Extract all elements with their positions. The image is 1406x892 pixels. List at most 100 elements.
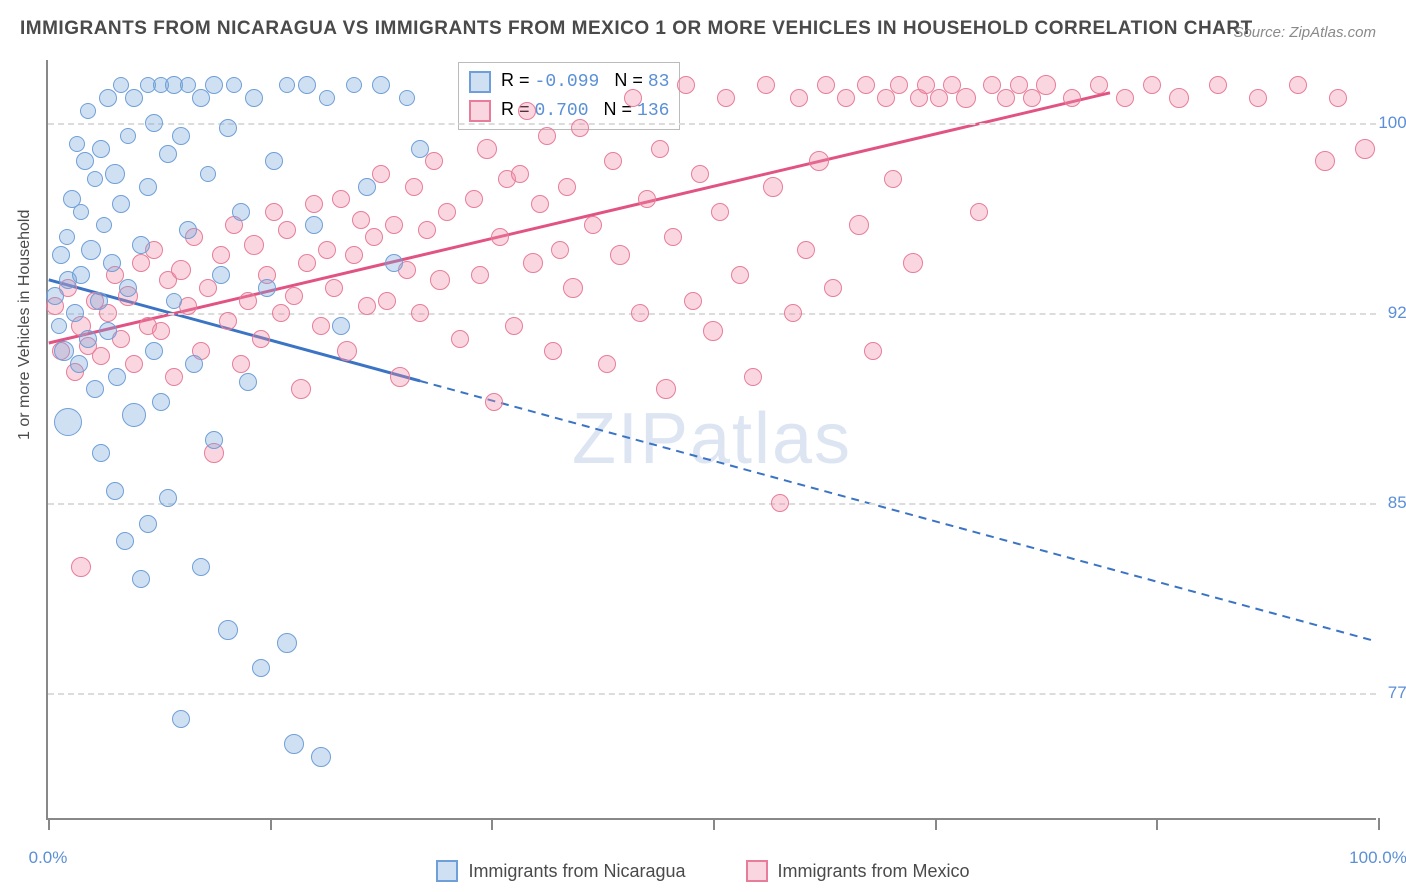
point-nicaragua [51,318,67,334]
point-mexico [763,177,783,197]
point-mexico [405,178,423,196]
point-mexico [278,221,296,239]
legend-label-a: Immigrants from Nicaragua [468,861,685,882]
point-nicaragua [139,178,157,196]
point-mexico [757,76,775,94]
point-nicaragua [106,482,124,500]
point-mexico [890,76,908,94]
point-mexico [809,151,829,171]
point-mexico [1116,89,1134,107]
point-mexico [252,330,270,348]
point-mexico [563,278,583,298]
point-nicaragua [346,77,362,93]
point-nicaragua [92,140,110,158]
legend-swatch-a [436,860,458,882]
point-nicaragua [99,89,117,107]
point-nicaragua [172,710,190,728]
point-nicaragua [180,77,196,93]
point-nicaragua [185,355,203,373]
gridline [48,503,1376,505]
point-nicaragua [69,136,85,152]
point-mexico [903,253,923,273]
point-nicaragua [159,145,177,163]
point-mexico [684,292,702,310]
point-mexico [418,221,436,239]
point-mexico [239,292,257,310]
point-nicaragua [108,368,126,386]
point-nicaragua [399,90,415,106]
point-mexico [318,241,336,259]
point-mexico [744,368,762,386]
gridline [48,313,1376,315]
point-mexico [717,89,735,107]
point-nicaragua [81,240,101,260]
point-mexico [1355,139,1375,159]
point-mexico [598,355,616,373]
point-nicaragua [120,128,136,144]
xtick [713,818,715,830]
point-mexico [677,76,695,94]
point-nicaragua [245,89,263,107]
point-nicaragua [265,152,283,170]
point-nicaragua [112,195,130,213]
point-nicaragua [79,330,97,348]
point-nicaragua [232,203,250,221]
point-nicaragua [59,229,75,245]
point-mexico [485,393,503,411]
point-mexico [771,494,789,512]
stats-swatch [469,100,491,122]
point-mexico [664,228,682,246]
point-mexico [305,195,323,213]
point-nicaragua [277,633,297,653]
point-mexico [531,195,549,213]
point-nicaragua [179,221,197,239]
point-nicaragua [385,254,403,272]
x-legend: Immigrants from Nicaragua Immigrants fro… [0,860,1406,882]
point-mexico [558,178,576,196]
point-mexico [171,260,191,280]
point-mexico [651,140,669,158]
point-mexico [638,190,656,208]
point-nicaragua [70,355,88,373]
point-nicaragua [125,89,143,107]
point-mexico [451,330,469,348]
point-mexico [544,342,562,360]
point-nicaragua [96,217,112,233]
point-nicaragua [116,532,134,550]
point-mexico [385,216,403,234]
point-nicaragua [80,103,96,119]
point-mexico [797,241,815,259]
point-mexico [849,215,869,235]
point-nicaragua [252,659,270,677]
point-nicaragua [319,90,335,106]
point-mexico [956,88,976,108]
gridline [48,123,1376,125]
point-nicaragua [122,403,146,427]
point-nicaragua [54,408,82,436]
point-nicaragua [200,166,216,182]
point-mexico [610,245,630,265]
xtick [491,818,493,830]
point-mexico [352,211,370,229]
point-mexico [604,152,622,170]
point-nicaragua [113,77,129,93]
point-mexico [1315,151,1335,171]
point-mexico [244,235,264,255]
point-mexico [1090,76,1108,94]
point-nicaragua [411,140,429,158]
point-nicaragua [92,444,110,462]
point-nicaragua [311,747,331,767]
point-nicaragua [139,515,157,533]
stats-box: R = -0.099 N = 83R = 0.700 N = 136 [458,62,680,130]
point-nicaragua [90,292,108,310]
ytick-label: 85.0% [1388,493,1406,513]
point-nicaragua [46,287,64,305]
point-nicaragua [172,127,190,145]
point-nicaragua [132,236,150,254]
point-mexico [1209,76,1227,94]
point-mexico [411,304,429,322]
xtick [1378,818,1380,830]
point-mexico [731,266,749,284]
ytick-label: 92.5% [1388,303,1406,323]
point-mexico [219,312,237,330]
